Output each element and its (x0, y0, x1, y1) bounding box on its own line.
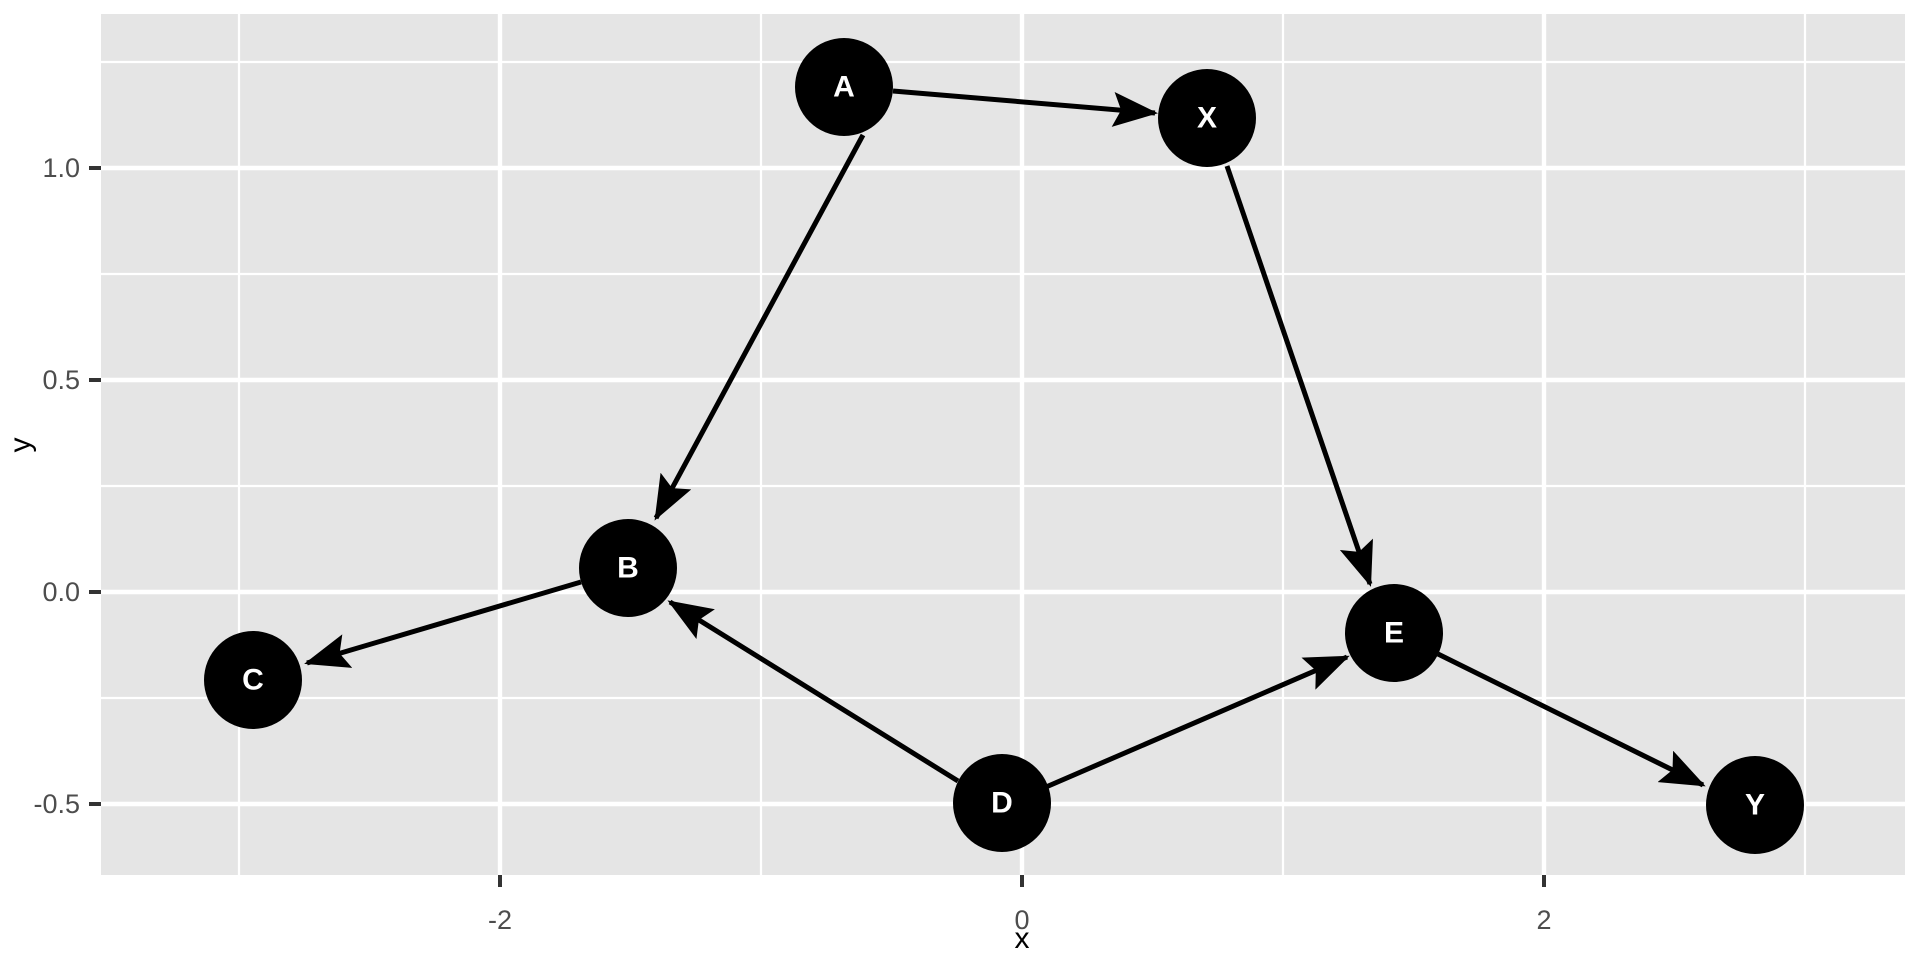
edge-d-to-b (667, 599, 960, 784)
dag-node-x[interactable]: X (1158, 69, 1256, 167)
node-circle-b[interactable] (579, 519, 677, 617)
edge-x-to-e (1224, 165, 1373, 587)
dag-node-e[interactable]: E (1345, 584, 1443, 682)
dag-nodes: A X B C D E Y (204, 38, 1804, 854)
x-axis-tick-labels: -2 0 2 (488, 905, 1552, 935)
node-circle-e[interactable] (1345, 584, 1443, 682)
edge-a-to-x (892, 88, 1158, 127)
node-label-x: X (1197, 102, 1217, 135)
dag-node-c[interactable]: C (204, 631, 302, 729)
x-tick-label-3: 2 (1536, 905, 1551, 935)
dag-edges (304, 88, 1706, 790)
gridlines-minor-horizontal (101, 60, 1905, 700)
node-circle-y[interactable] (1706, 756, 1804, 854)
y-axis-tick-labels: 1.0 0.5 0.0 -0.5 (33, 153, 80, 819)
x-tick-label-2: 0 (1014, 905, 1029, 935)
edge-e-to-y (1436, 651, 1706, 788)
edge-b-to-c (304, 579, 582, 668)
x-tick-label-1: -2 (488, 905, 512, 935)
gridlines-major-vertical (497, 14, 1547, 875)
dag-node-y[interactable]: Y (1706, 756, 1804, 854)
y-axis-tick-marks (89, 166, 101, 806)
node-label-c: C (242, 664, 264, 697)
y-tick-label-3: 0.0 (42, 577, 80, 607)
node-circle-d[interactable] (953, 754, 1051, 852)
dag-node-b[interactable]: B (579, 519, 677, 617)
node-label-d: D (991, 787, 1013, 820)
edge-d-to-e (1045, 654, 1350, 790)
y-tick-label-1: 1.0 (42, 153, 80, 183)
y-tick-label-2: 0.5 (42, 365, 80, 395)
node-circle-a[interactable] (795, 38, 893, 136)
node-circle-c[interactable] (204, 631, 302, 729)
node-label-a: A (833, 71, 855, 104)
edge-a-to-b (653, 133, 866, 521)
gridlines-minor-vertical (237, 14, 1807, 875)
node-label-b: B (617, 552, 639, 585)
node-label-e: E (1384, 617, 1404, 650)
y-tick-label-4: -0.5 (33, 789, 80, 819)
plot-panel-background (101, 14, 1905, 875)
dag-node-d[interactable]: D (953, 754, 1051, 852)
y-axis-title: y (4, 438, 37, 453)
dag-node-a[interactable]: A (795, 38, 893, 136)
x-axis-title: x (1015, 922, 1030, 955)
node-circle-x[interactable] (1158, 69, 1256, 167)
x-axis-tick-marks (498, 875, 1546, 887)
node-label-y: Y (1745, 789, 1765, 822)
gridlines-major-horizontal (101, 165, 1905, 807)
